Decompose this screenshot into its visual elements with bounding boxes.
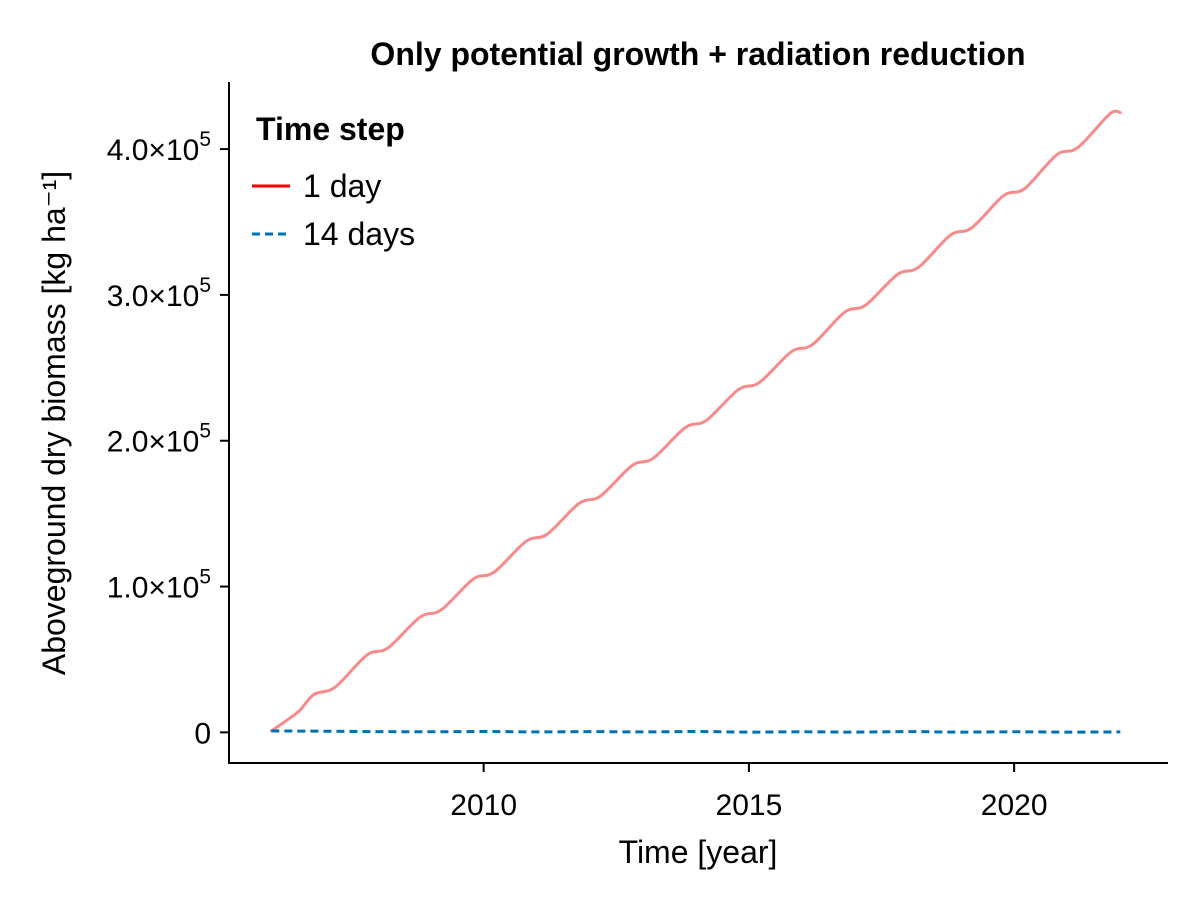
y-tick-label: 1.0×105 (107, 566, 211, 605)
series-layer (269, 109, 1122, 734)
y-tick-mantissa: 0 (194, 717, 211, 750)
legend-label-14-days: 14 days (303, 216, 415, 252)
x-axis-label: Time [year] (619, 834, 778, 870)
chart-title: Only potential growth + radiation reduct… (370, 36, 1025, 72)
x-tick-label: 2020 (981, 789, 1048, 822)
y-tick-label: 0 (194, 717, 211, 750)
series-line-1-day (269, 109, 1122, 733)
legend-title: Time step (256, 111, 405, 147)
y-tick-exponent: 5 (199, 420, 211, 443)
y-tick-mantissa: 3.0×10 (107, 280, 200, 313)
x-tick-label: 2010 (450, 789, 517, 822)
y-tick-exponent: 5 (199, 128, 211, 151)
x-ticks: 2010 2015 2020 (450, 763, 1048, 822)
legend-label-1-day: 1 day (303, 168, 381, 204)
x-tick-label: 2015 (716, 789, 783, 822)
y-axis-label: Aboveground dry biomass [kg ha⁻¹] (36, 171, 72, 675)
series-line-14-days (271, 729, 1121, 734)
y-tick-mantissa: 2.0×10 (107, 426, 200, 459)
y-tick-mantissa: 4.0×10 (107, 134, 200, 167)
y-tick-label: 3.0×105 (107, 274, 211, 313)
y-tick-exponent: 5 (199, 566, 211, 589)
y-tick-mantissa: 1.0×10 (107, 572, 200, 605)
plot-area: 2010 2015 2020 01.0×1052.0×1053.0×1054.0×1… (107, 82, 1168, 822)
y-tick-exponent: 5 (199, 274, 211, 297)
y-tick-label: 2.0×105 (107, 420, 211, 459)
y-tick-label: 4.0×105 (107, 128, 211, 167)
legend: Time step 1 day 14 days (252, 111, 415, 252)
